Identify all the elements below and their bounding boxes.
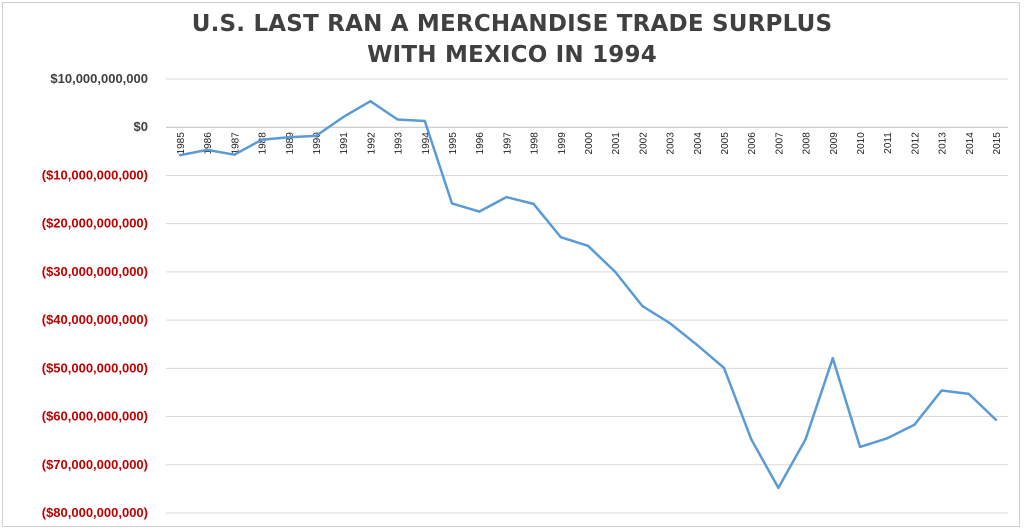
data-point (314, 134, 318, 138)
data-point (967, 392, 970, 396)
x-tick-label: 2013 (938, 132, 949, 155)
x-tick-label: 1999 (557, 132, 568, 155)
data-point (396, 118, 399, 121)
data-point (695, 343, 698, 346)
data-point (940, 389, 943, 392)
x-tick-label: 1991 (339, 132, 350, 155)
data-point (369, 99, 372, 103)
data-point (777, 486, 780, 490)
x-tick-label: 2000 (584, 132, 595, 155)
x-tick-label: 2012 (910, 132, 921, 155)
data-point (586, 244, 590, 248)
data-point (858, 445, 862, 449)
data-point (532, 202, 535, 206)
chart-title-line-2: WITH MEXICO IN 1994 (367, 42, 657, 68)
y-tick-label: $0 (134, 119, 148, 134)
data-point (668, 321, 671, 325)
data-point (287, 136, 290, 139)
data-point (423, 119, 426, 123)
y-axis-tick-labels: $10,000,000,000 $0 ($10,000,000,000) ($20,0… (42, 71, 148, 520)
x-tick-label: 1992 (366, 132, 377, 155)
x-tick-label: 1986 (203, 132, 214, 155)
x-tick-label: 1997 (502, 132, 513, 155)
data-point (505, 195, 508, 199)
y-tick-label: ($50,000,000,000) (42, 360, 148, 375)
data-point (178, 153, 182, 157)
x-tick-label: 2003 (666, 132, 677, 155)
data-point (450, 202, 454, 205)
data-point (831, 357, 834, 360)
x-tick-label: 1987 (230, 132, 241, 155)
data-point (641, 304, 644, 308)
y-tick-label: $10,000,000,000 (50, 71, 148, 86)
x-tick-label: 2007 (774, 132, 785, 155)
x-tick-label: 2009 (829, 132, 840, 155)
y-tick-label: ($80,000,000,000) (42, 505, 148, 520)
x-tick-label: 1988 (258, 132, 269, 155)
chart-title-line-1: U.S. LAST RAN A MERCHANDISE TRADE SURPLU… (191, 11, 833, 37)
y-tick-label: ($10,000,000,000) (42, 167, 148, 182)
x-tick-label: 1990 (312, 132, 323, 155)
x-tick-label: 2006 (747, 132, 758, 155)
x-axis-tick-labels: 1985 1986 1987 1988 1989 1990 1991 1992 1993 1994… (176, 132, 1003, 155)
data-point (260, 138, 263, 141)
x-tick-label: 2014 (965, 132, 976, 155)
x-tick-label: 2011 (883, 132, 894, 154)
x-tick-label: 1989 (285, 132, 296, 155)
series-line-group (178, 99, 998, 490)
x-tick-label: 1998 (530, 132, 541, 155)
x-tick-label: 2010 (856, 132, 867, 155)
x-tick-label: 1994 (421, 132, 432, 155)
x-tick-label: 2004 (693, 132, 704, 155)
x-tick-label: 1985 (176, 132, 187, 155)
data-point (478, 210, 481, 213)
y-tick-label: ($20,000,000,000) (42, 216, 148, 231)
x-tick-label: 1993 (394, 132, 405, 155)
data-point (750, 438, 753, 441)
data-point (994, 418, 998, 422)
data-point (722, 366, 726, 370)
gridlines (166, 78, 1008, 514)
series-line (179, 99, 997, 490)
y-tick-label: ($70,000,000,000) (42, 457, 148, 472)
x-tick-label: 2015 (992, 132, 1003, 155)
data-point (206, 148, 209, 152)
x-tick-label: 1995 (448, 132, 459, 155)
data-point (886, 437, 889, 440)
y-tick-label: ($40,000,000,000) (42, 312, 148, 327)
y-tick-label: ($30,000,000,000) (42, 264, 148, 279)
data-point (913, 423, 916, 426)
x-tick-label: 2008 (802, 132, 813, 155)
x-tick-label: 2001 (611, 132, 622, 155)
data-point (342, 115, 345, 119)
x-tick-label: 1996 (475, 132, 486, 155)
data-point (233, 153, 236, 156)
x-tick-label: 2005 (720, 132, 731, 155)
data-point (559, 235, 562, 239)
data-point (614, 270, 617, 274)
data-point (804, 438, 807, 441)
y-tick-label: ($60,000,000,000) (42, 409, 148, 424)
x-tick-label: 2002 (638, 132, 649, 155)
